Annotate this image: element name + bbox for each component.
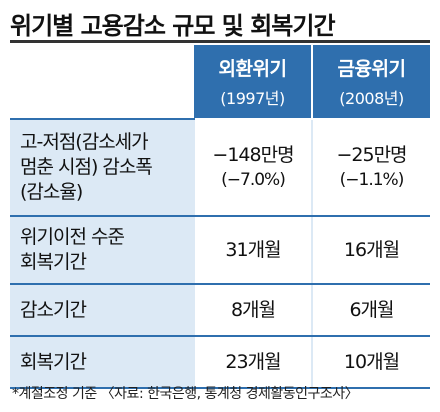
cell-value: 31개월	[225, 238, 281, 261]
table-cell: 31개월	[193, 216, 312, 285]
header-name: 금융위기	[337, 58, 406, 80]
table-row: 감소기간 8개월 6개월	[10, 284, 430, 337]
cell-value: 23개월	[225, 350, 281, 373]
row-label-line: 회복기간	[20, 251, 87, 273]
cell-value: −25만명	[336, 143, 407, 166]
title-divider	[10, 40, 430, 43]
header-year: (1997년)	[220, 89, 285, 108]
table-header-row: 외환위기 (1997년) 금융위기 (2008년)	[10, 45, 430, 120]
row-label-line: 고-저점(감소세가	[20, 131, 149, 153]
row-label-line: (감소율)	[20, 181, 83, 203]
row-label: 감소기간	[10, 284, 194, 337]
table-cell: −25만명 (−1.1%)	[311, 119, 430, 217]
header-cell-financial-crisis: 금융위기 (2008년)	[312, 45, 430, 120]
table-cell: 23개월	[193, 336, 312, 389]
table-cell: 8개월	[193, 284, 312, 337]
row-label-line: 멈춘 시점) 감소폭	[20, 156, 153, 178]
page-title: 위기별 고용감소 규모 및 회복기간	[10, 12, 336, 40]
cell-value: 6개월	[349, 298, 394, 321]
table-row: 고-저점(감소세가 멈춘 시점) 감소폭 (감소율) −148만명 (−7.0%…	[10, 119, 430, 217]
cell-value: −148만명	[212, 143, 294, 166]
header-corner-cell	[10, 45, 194, 120]
header-year: (2008년)	[339, 89, 404, 108]
footnote: *계절조정 기준 〈자료: 한국은행, 통계청 경제활동인구조사〉	[12, 386, 359, 402]
row-label-line: 위기이전 수준	[20, 226, 125, 248]
table-cell: −148만명 (−7.0%)	[193, 119, 312, 217]
table-row: 위기이전 수준 회복기간 31개월 16개월	[10, 216, 430, 285]
table-cell: 10개월	[311, 336, 430, 389]
table-cell: 6개월	[311, 284, 430, 337]
cell-value: 8개월	[230, 298, 276, 321]
header-cell-asian-crisis: 외환위기 (1997년)	[194, 45, 313, 120]
header-name: 외환위기	[218, 58, 287, 80]
table-cell: 16개월	[311, 216, 430, 285]
row-label-line: 감소기간	[20, 298, 87, 321]
cell-subvalue: (−1.1%)	[339, 169, 405, 190]
row-label: 고-저점(감소세가 멈춘 시점) 감소폭 (감소율)	[10, 119, 194, 217]
table-row: 회복기간 23개월 10개월	[10, 336, 430, 389]
cell-value: 10개월	[343, 350, 400, 373]
data-table: 외환위기 (1997년) 금융위기 (2008년) 고-저점(감소세가 멈춘 시…	[10, 45, 430, 389]
row-label: 회복기간	[10, 336, 194, 389]
cell-subvalue: (−7.0%)	[221, 169, 286, 190]
cell-value: 16개월	[343, 238, 400, 261]
row-label-line: 회복기간	[20, 350, 87, 373]
row-label: 위기이전 수준 회복기간	[10, 216, 194, 285]
